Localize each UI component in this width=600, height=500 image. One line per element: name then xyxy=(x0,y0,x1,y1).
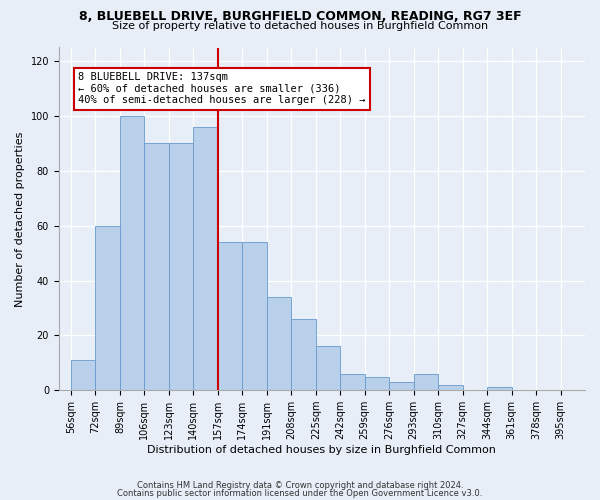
Bar xyxy=(242,242,267,390)
Y-axis label: Number of detached properties: Number of detached properties xyxy=(15,131,25,306)
Bar xyxy=(95,226,120,390)
Bar xyxy=(169,144,193,390)
Bar xyxy=(365,376,389,390)
Bar xyxy=(218,242,242,390)
Text: 8, BLUEBELL DRIVE, BURGHFIELD COMMON, READING, RG7 3EF: 8, BLUEBELL DRIVE, BURGHFIELD COMMON, RE… xyxy=(79,10,521,23)
Text: 8 BLUEBELL DRIVE: 137sqm
← 60% of detached houses are smaller (336)
40% of semi-: 8 BLUEBELL DRIVE: 137sqm ← 60% of detach… xyxy=(79,72,366,106)
X-axis label: Distribution of detached houses by size in Burghfield Common: Distribution of detached houses by size … xyxy=(148,445,496,455)
Bar xyxy=(487,388,512,390)
Text: Contains HM Land Registry data © Crown copyright and database right 2024.: Contains HM Land Registry data © Crown c… xyxy=(137,481,463,490)
Bar xyxy=(340,374,365,390)
Text: Contains public sector information licensed under the Open Government Licence v3: Contains public sector information licen… xyxy=(118,488,482,498)
Bar xyxy=(291,319,316,390)
Bar xyxy=(145,144,169,390)
Text: Size of property relative to detached houses in Burghfield Common: Size of property relative to detached ho… xyxy=(112,21,488,31)
Bar xyxy=(267,297,291,390)
Bar xyxy=(120,116,145,390)
Bar xyxy=(413,374,438,390)
Bar xyxy=(316,346,340,390)
Bar xyxy=(389,382,413,390)
Bar xyxy=(438,384,463,390)
Bar xyxy=(71,360,95,390)
Bar xyxy=(193,127,218,390)
